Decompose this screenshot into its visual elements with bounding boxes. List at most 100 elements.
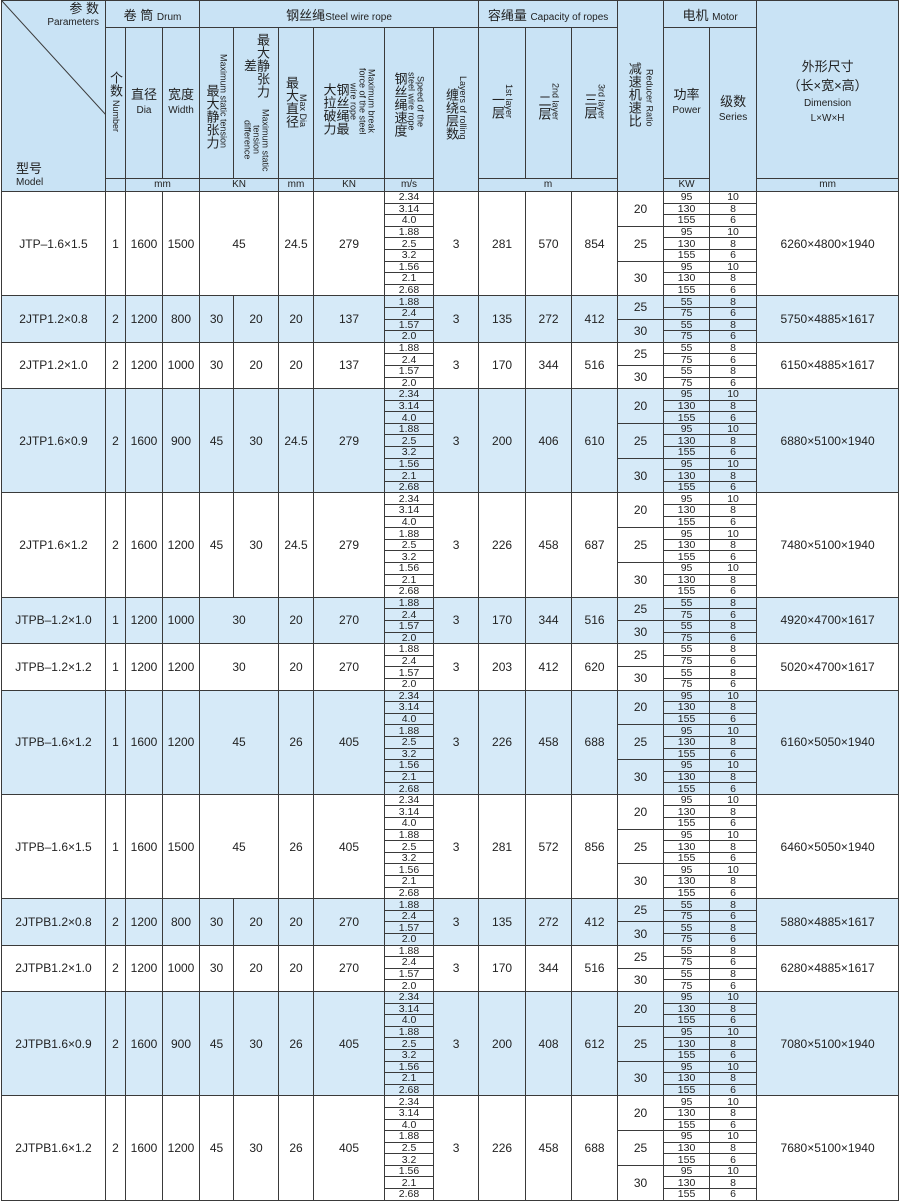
model-cell: 2JTPB1.2×1.0	[1, 944, 106, 992]
dia-cell: 1200	[125, 944, 163, 992]
tension-diff-cell: 30	[233, 388, 280, 494]
motor-series-cell: 6	[709, 446, 758, 459]
width-cell: 1000	[161, 341, 201, 390]
table-subrow: 2.1 130 8	[2, 875, 899, 888]
motor-power-cell: 130	[663, 840, 711, 853]
motor-series-cell: 8	[709, 619, 758, 633]
layer3-header: 三层3rd layer	[571, 27, 619, 179]
table-row: 2JTP1.6×1.2 2 1600 1200 45 30 24.5 279 2.34 3 226 4…	[1, 492, 900, 598]
reducer-ratio-cell: 30	[617, 619, 665, 645]
break-force-cell: 279	[313, 190, 386, 297]
model-cell: 2JTP1.2×0.8	[1, 295, 106, 343]
motor-series-cell: 10	[709, 689, 758, 703]
dia-cell: 1600	[125, 190, 163, 297]
motor-series-cell: 6	[709, 283, 758, 297]
reducer-ratio-cell: 30	[617, 318, 665, 343]
number-cell: 2	[105, 492, 126, 598]
speed-cell: 2.34	[384, 388, 435, 401]
reducer-header: 减速机速比 Reducer Ratio	[617, 0, 665, 192]
motor-power-cell: 155	[663, 1048, 711, 1062]
speed-cell: 2.1	[384, 573, 435, 587]
speed-cell: 1.88	[384, 527, 435, 540]
motor-power-cell: 155	[663, 817, 711, 830]
motor-series-cell: 8	[709, 1176, 758, 1190]
reducer-ratio-cell: 25	[617, 898, 665, 923]
tension-cell: 30	[199, 295, 235, 343]
parameters-label: 参 数	[69, 1, 99, 16]
motor-power-cell: 75	[663, 979, 711, 992]
break-force-cell: 405	[313, 793, 386, 900]
capacity-layer2-cell: 344	[525, 341, 573, 390]
max-dia-cell: 26	[278, 990, 315, 1097]
motor-series-cell: 6	[709, 654, 758, 668]
speed-cell: 1.57	[384, 364, 435, 378]
table-row: 2JTP1.2×0.8 2 1200 800 30 20 20 137 1.88 3 135 272 4…	[1, 295, 900, 343]
capacity-layer1-cell: 226	[478, 492, 527, 598]
table-subrow: 1.88 25 95 10	[2, 1025, 899, 1062]
motor-series-cell: 6	[709, 515, 758, 529]
motor-series-cell: 8	[709, 840, 758, 853]
tension-cell: 45	[199, 1095, 235, 1201]
capacity-layer3-cell: 516	[571, 944, 619, 992]
table-subrow: 2.5 130 8	[2, 538, 899, 552]
motor-power-cell: 95	[663, 388, 711, 401]
motor-series-cell: 8	[709, 666, 758, 679]
capacity-layer3-cell: 516	[571, 341, 619, 390]
motor-series-cell: 10	[709, 1130, 758, 1143]
motor-series-cell: 8	[709, 434, 758, 448]
number-cell: 1	[105, 793, 126, 900]
break-force-cell: 137	[313, 295, 386, 343]
motor-series-cell: 10	[709, 759, 758, 772]
motor-power-cell: 75	[663, 909, 711, 923]
table-subrow: 4.0 155 6	[2, 214, 899, 227]
table-subrow: 3.14 130 8	[2, 202, 899, 216]
motor-power-cell: 55	[663, 898, 711, 911]
motor-series-cell: 8	[709, 898, 758, 911]
capacity-layer1-cell: 200	[478, 388, 527, 494]
table-subrow: 2.68 155 6	[2, 480, 899, 494]
motor-power-cell: 95	[663, 1095, 711, 1108]
motor-power-cell: 130	[663, 434, 711, 448]
dia-cell: 1600	[125, 990, 163, 1097]
motor-power-cell: 95	[663, 689, 711, 703]
motor-series-cell: 8	[709, 944, 758, 958]
rope-header: 钢丝绳Steel wire rope	[199, 0, 480, 28]
motor-series-cell: 10	[709, 1060, 758, 1074]
reducer-ratio-cell: 30	[617, 457, 665, 494]
motor-series-cell: 6	[709, 909, 758, 923]
motor-series-cell: 10	[709, 1095, 758, 1108]
speed-cell: 2.4	[384, 909, 435, 923]
motor-series-cell: 8	[709, 1037, 758, 1050]
motor-series-cell: 10	[709, 527, 758, 540]
number-cell: 2	[105, 898, 126, 946]
motor-series-cell: 6	[709, 747, 758, 761]
motor-series-cell: 10	[709, 225, 758, 239]
speed-cell: 4.0	[384, 214, 435, 227]
motor-series-cell: 6	[709, 1083, 758, 1097]
motor-series-cell: 6	[709, 376, 758, 390]
capacity-layer1-cell: 226	[478, 1095, 527, 1201]
capacity-layer3-cell: 856	[571, 793, 619, 900]
speed-cell: 2.68	[384, 1188, 435, 1201]
table-subrow: 2.4 75 6	[2, 306, 899, 320]
capacity-unit: m	[478, 178, 619, 192]
table-subrow: 2.68 155 6	[2, 585, 899, 598]
motor-series-cell: 6	[709, 712, 758, 726]
motor-power-cell: 95	[663, 863, 711, 877]
layers-cell: 3	[433, 944, 480, 992]
max-dia-cell: 20	[278, 596, 315, 645]
max-dia-unit: mm	[278, 178, 315, 192]
speed-cell: 3.14	[384, 399, 435, 413]
speed-cell: 1.88	[384, 828, 435, 842]
motor-series-cell: 10	[709, 457, 758, 471]
dia-cell: 1600	[125, 492, 163, 598]
dia-cell: 1200	[125, 295, 163, 343]
reducer-ratio-cell: 30	[617, 1164, 665, 1201]
motor-series-cell: 8	[709, 805, 758, 819]
max-dia-cell: 26	[278, 1095, 315, 1201]
speed-cell: 1.88	[384, 643, 435, 656]
speed-cell: 2.0	[384, 330, 435, 343]
series-header: 级数 Series	[709, 27, 758, 192]
speed-cell: 2.4	[384, 608, 435, 621]
motor-power-cell: 130	[663, 701, 711, 714]
